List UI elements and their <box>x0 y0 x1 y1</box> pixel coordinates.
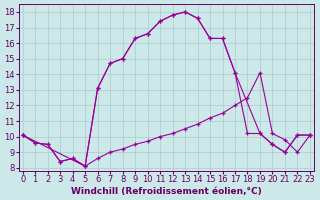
X-axis label: Windchill (Refroidissement éolien,°C): Windchill (Refroidissement éolien,°C) <box>71 187 262 196</box>
